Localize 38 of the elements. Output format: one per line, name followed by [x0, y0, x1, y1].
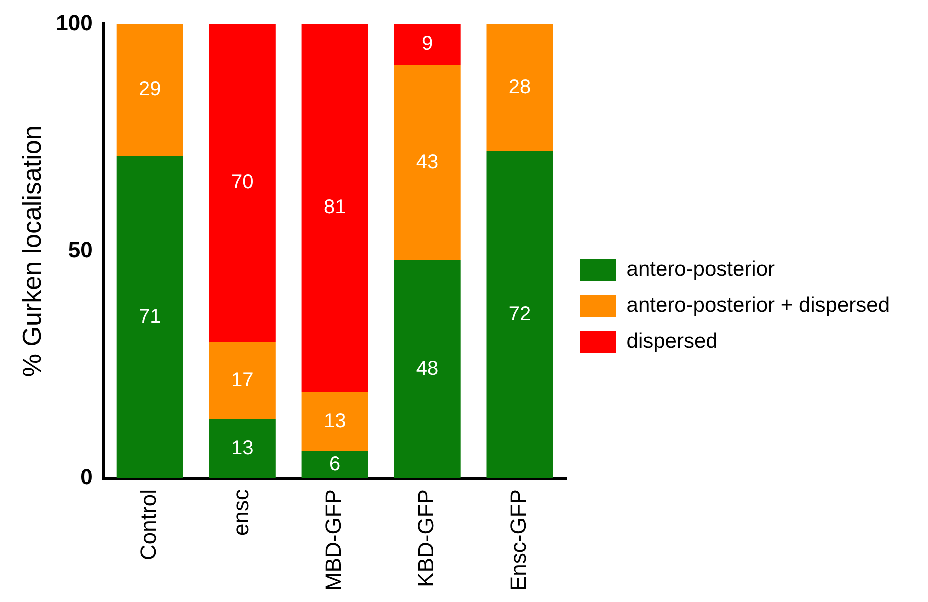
y-axis-title: % Gurken localisation [16, 126, 47, 378]
data-label: 17 [231, 369, 254, 392]
x-tick-label: MBD-GFP [321, 490, 346, 591]
data-label: 9 [422, 33, 434, 56]
data-label: 81 [324, 196, 346, 219]
bar [394, 260, 461, 479]
bar [116, 24, 184, 156]
legend-label: dispersed [626, 330, 718, 353]
bar [394, 65, 461, 260]
data-label: 13 [231, 438, 254, 460]
bar [394, 24, 461, 66]
bar [486, 151, 554, 479]
y-tick-label: 50 [68, 237, 93, 262]
bar [116, 156, 184, 479]
data-label: 71 [139, 306, 162, 328]
bar [209, 419, 276, 479]
x-tick-label: KBD-GFP [414, 490, 439, 588]
y-tick-label: 0 [80, 464, 93, 490]
data-label: 48 [416, 358, 439, 380]
data-label: 13 [324, 410, 346, 432]
bar [486, 24, 554, 152]
bar [302, 451, 368, 479]
data-label: 28 [508, 76, 532, 98]
bar [302, 392, 368, 452]
data-label: 43 [416, 151, 439, 174]
data-label: 6 [330, 453, 341, 476]
bar [209, 24, 276, 342]
x-tick-label: ensc [228, 490, 254, 536]
data-label: 72 [508, 303, 532, 326]
data-label: 70 [231, 172, 254, 194]
bar [209, 342, 276, 420]
x-tick-label: Ensc-GFP [506, 490, 532, 592]
bar [302, 24, 368, 392]
legend-label: antero-posterior [626, 258, 776, 281]
y-tick-label: 100 [56, 10, 93, 36]
data-label: 29 [139, 78, 162, 101]
x-tick-label: Control [136, 490, 162, 560]
legend-label: antero-posterior + dispersed [626, 294, 890, 317]
